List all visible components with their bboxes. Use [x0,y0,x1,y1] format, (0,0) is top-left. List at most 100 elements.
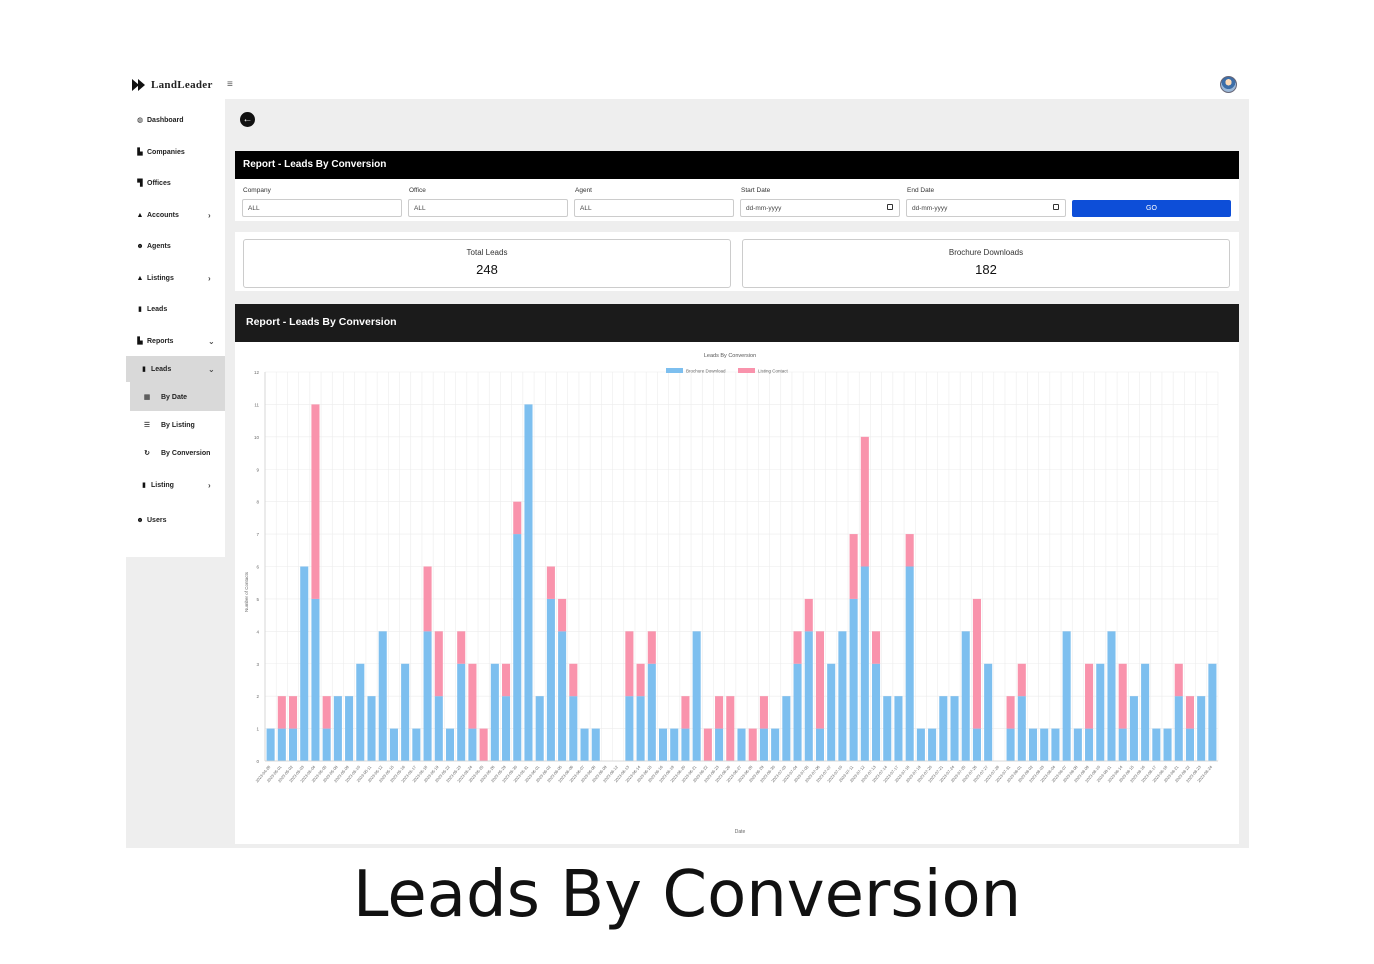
bar-listing-contact [1085,663,1094,729]
filter-card: Report - Leads By Conversion Company ALL… [235,151,1239,221]
bar-brochure-download [1028,728,1038,761]
bar-brochure-download [1073,728,1082,761]
y-tick-label: 9 [256,467,259,472]
bar-listing-contact [715,696,724,729]
leads-by-conversion-chart: 01234567891011122023-04-282023-05-012023… [244,353,1219,835]
bar-brochure-download [972,728,981,761]
sidebar-item-label: Leads [151,365,172,373]
start-date-input[interactable]: dd-mm-yyyy [740,199,900,217]
legend-swatch [666,368,683,373]
end-date-value: dd-mm-yyyy [912,205,948,212]
chevron-down-icon: ⌄ [208,364,215,374]
sidebar-item-listings[interactable]: ▲ Listings › [126,268,225,288]
back-arrow-icon[interactable]: ← [240,112,255,127]
bar-listing-contact [849,534,858,599]
sidebar-item-leads[interactable]: ▮ Leads [126,299,225,319]
calendar-icon[interactable] [887,204,893,210]
bar-brochure-download [1085,728,1094,761]
stats-card: Total Leads 248 Brochure Downloads 182 [235,232,1239,291]
sidebar-item-agents[interactable]: ☻ Agents [126,236,225,256]
brochure-downloads-label: Brochure Downloads [948,248,1024,257]
bar-brochure-download [860,566,869,761]
logo[interactable]: LandLeader [132,78,213,92]
sidebar-item-companies[interactable]: ▙ Companies [126,142,225,162]
go-button[interactable]: GO [1072,200,1231,217]
end-date-label: End Date [907,187,935,194]
sidebar-item-label: By Date [161,393,188,401]
sidebar-item-by-date[interactable]: ▦ By Date [126,387,225,407]
hamburger-icon[interactable]: ≡ [227,79,233,90]
agent-label: Agent [575,187,592,194]
bar-brochure-download [658,728,668,761]
bar-brochure-download [1185,728,1195,761]
bar-brochure-download [546,598,555,761]
sidebar-item-reports[interactable]: ▙ Reports ⌄ [126,331,225,351]
bar-brochure-download [928,728,937,761]
bar-brochure-download [872,663,881,761]
bar-listing-contact [647,631,656,664]
bar-brochure-download [939,696,948,761]
bar-brochure-download [490,663,499,761]
office-label: Office [409,187,426,194]
office-icon: ▜ [137,180,143,187]
sidebar-item-dashboard[interactable]: ◍ Dashboard [126,110,225,130]
calendar-icon[interactable] [1053,204,1059,210]
file-icon: ▮ [138,306,142,313]
file-icon: ▮ [142,482,146,489]
bar-brochure-download [266,728,275,761]
bar-brochure-download [423,631,432,761]
sidebar-item-accounts[interactable]: ▲ Accounts › [126,205,225,225]
end-date-input[interactable]: dd-mm-yyyy [906,199,1066,217]
agent-select[interactable]: ALL [574,199,734,217]
bar-brochure-download [647,663,656,761]
bar-brochure-download [300,566,309,761]
sidebar-item-reports-listing[interactable]: ▮ Listing › [126,475,225,495]
bar-listing-contact [972,598,981,729]
bar-listing-contact [860,436,869,567]
company-label: Company [243,187,271,194]
sidebar-item-reports-leads[interactable]: ▮ Leads ⌄ [126,359,225,379]
bar-brochure-download [984,663,993,761]
bar-brochure-download [1129,696,1138,761]
bar-listing-contact [546,566,555,599]
sidebar-item-label: Reports [147,337,174,345]
bar-listing-contact [1118,663,1127,729]
bar-brochure-download [457,663,466,761]
y-axis-label: Number of Contacts [244,571,249,612]
home-icon: ▲ [136,211,144,219]
bar-brochure-download [558,631,567,761]
sidebar-item-label: Listings [147,274,174,282]
legend-label: Brochure Download [686,369,726,374]
sidebar-item-users[interactable]: ☻ Users [126,510,225,530]
sidebar-item-by-conversion[interactable]: ↻ By Conversion [126,443,225,463]
gauge-icon: ◍ [136,117,144,124]
y-tick-label: 6 [256,565,259,570]
y-tick-label: 11 [254,402,259,407]
bar-brochure-download [1107,631,1116,761]
filter-card-title: Report - Leads By Conversion [235,151,1239,179]
bar-listing-contact [1185,696,1195,729]
bar-brochure-download [1152,728,1161,761]
active-section-highlight [126,356,225,382]
bar-brochure-download [670,728,679,761]
bar-listing-contact [1006,696,1015,729]
user-avatar-icon[interactable] [1220,76,1237,93]
bar-brochure-download [793,663,802,761]
sidebar-item-label: Companies [147,148,185,156]
bar-listing-contact [636,663,645,697]
sidebar-item-offices[interactable]: ▜ Offices [126,173,225,193]
sidebar-item-label: By Listing [161,421,195,429]
bar-brochure-download [277,728,286,761]
bar-brochure-download [782,696,791,761]
bar-brochure-download [715,728,724,761]
sidebar-item-by-listing[interactable]: ☰ By Listing [126,415,225,435]
bar-brochure-download [1096,663,1105,761]
sidebar-item-label: Listing [151,481,174,489]
office-select[interactable]: ALL [408,199,568,217]
bar-brochure-download [345,696,354,761]
bar-listing-contact [288,696,298,729]
company-select[interactable]: ALL [242,199,402,217]
bar-brochure-download [759,728,768,761]
bar-brochure-download [1174,696,1183,761]
